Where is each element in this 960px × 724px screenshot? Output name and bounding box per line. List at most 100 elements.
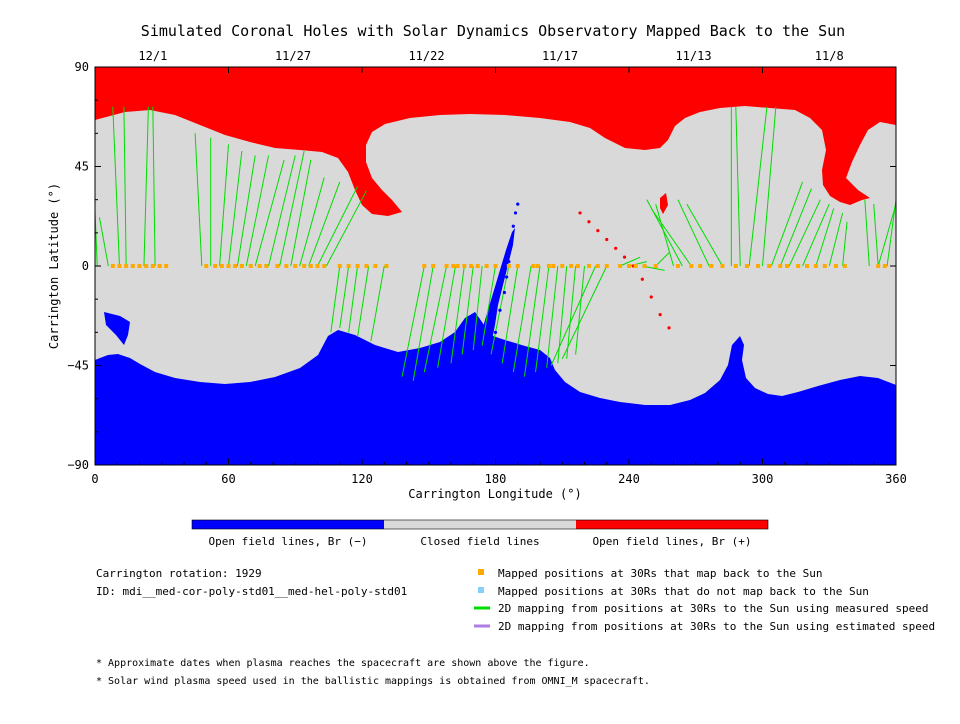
mapped-position [618,264,623,268]
mapping-line [779,188,812,267]
legend-measured: 2D mapping from positions at 30Rs to the… [498,602,928,615]
mapped-position [882,264,887,268]
mapped-position [293,264,298,268]
mapping-line [762,106,777,267]
note-dates: * Approximate dates when plasma reaches … [96,658,590,669]
y-tick-label: −90 [67,458,89,472]
mapping-line [325,190,367,267]
mapped-position [219,264,224,268]
positive-hole-point [640,277,644,281]
mapping-line [412,265,434,382]
x-tick-label: 240 [618,472,640,486]
mapping-line [686,203,723,267]
x-tick-label: 360 [885,472,907,486]
legend: Mapped positions at 30Rs that map back t… [474,567,935,633]
mapped-position [531,264,536,268]
mapped-position [248,264,253,268]
mapping-line [290,159,312,267]
mapped-position [689,264,694,268]
mapped-position [455,264,460,268]
mapping-line [842,221,848,267]
mapped-position [355,264,360,268]
mapped-position [778,264,783,268]
colorbar-label-positive: Open field lines, Br (+) [593,535,752,548]
mapping-line [461,265,474,355]
positive-hole-point [578,211,582,215]
top-date-label: 11/17 [542,49,578,63]
x-axis-label: Carrington Longitude (°) [408,487,581,501]
mapped-position [595,264,600,268]
mapped-position [653,264,658,268]
positive-open-field-region [95,67,896,216]
mapped-position [813,264,818,268]
negative-patch-left [104,312,130,345]
mapped-position [535,264,540,268]
mapping-line [628,261,647,267]
x-tick-label: 120 [351,472,373,486]
negative-hole-point [502,290,506,295]
colorbar-positive [576,520,768,529]
negative-hole-point [509,242,513,246]
mapping-line [98,217,109,267]
mapped-position [284,264,289,268]
mapped-position [364,264,369,268]
positive-hole-point [658,313,662,317]
y-tick-label: 0 [82,259,89,273]
colorbar-label-closed: Closed field lines [420,535,539,548]
mapped-position [698,264,703,268]
negative-hole-point [493,330,498,334]
mapped-position [604,264,609,268]
mapped-position [546,264,551,268]
mapped-position [551,264,556,268]
colorbar-label-negative: Open field lines, Br (−) [209,535,368,548]
mapping-line [864,199,870,267]
mapped-position [744,264,749,268]
mapped-position [627,264,631,268]
mapping-line [112,106,120,267]
mapped-position [422,264,427,268]
negative-hole-point [511,224,515,228]
mapped-position [322,264,327,268]
mapped-position [124,264,129,268]
mapped-position [462,264,467,268]
negative-hole-point [505,275,509,279]
legend-estimated: 2D mapping from positions at 30Rs to the… [498,620,935,633]
mapped-position [469,264,474,268]
mapped-position [569,264,574,268]
mapping-line [523,265,541,377]
top-date-label: 11/8 [815,49,844,63]
mapped-position [130,264,135,268]
mapping-line [348,265,359,333]
negative-hole-point [498,308,502,312]
mapped-position [275,264,280,268]
top-date-label: 11/13 [675,49,711,63]
positive-hole-point [667,326,671,330]
mapped-position [431,264,436,268]
mapped-position [451,264,456,268]
y-tick-label: −45 [67,359,89,373]
mapped-position [822,264,827,268]
mapping-line [877,203,897,267]
mapped-position [226,264,231,268]
legend-marker-maps-back [478,569,484,575]
mapped-position [444,264,449,268]
mapping-line [423,265,448,373]
mapping-line [245,155,270,267]
positive-hole-point [614,246,618,250]
mapped-position [137,264,142,268]
mapping-line [401,265,425,377]
mapping-line [802,203,830,267]
mapped-position [506,264,511,268]
carrington-rotation: Carrington rotation: 1929 [96,567,262,580]
mapping-line [828,212,844,267]
mapping-line [450,265,465,364]
mapped-position [110,264,115,268]
x-tick-label: 180 [485,472,507,486]
y-axis-ticks: 90 45 0 −45 −90 [67,60,896,472]
mapping-line [546,265,559,368]
mapping-line [561,265,608,360]
mapped-position [264,264,269,268]
mapping-line [735,106,741,267]
mapped-position [642,264,647,268]
top-date-label: 11/27 [275,49,311,63]
